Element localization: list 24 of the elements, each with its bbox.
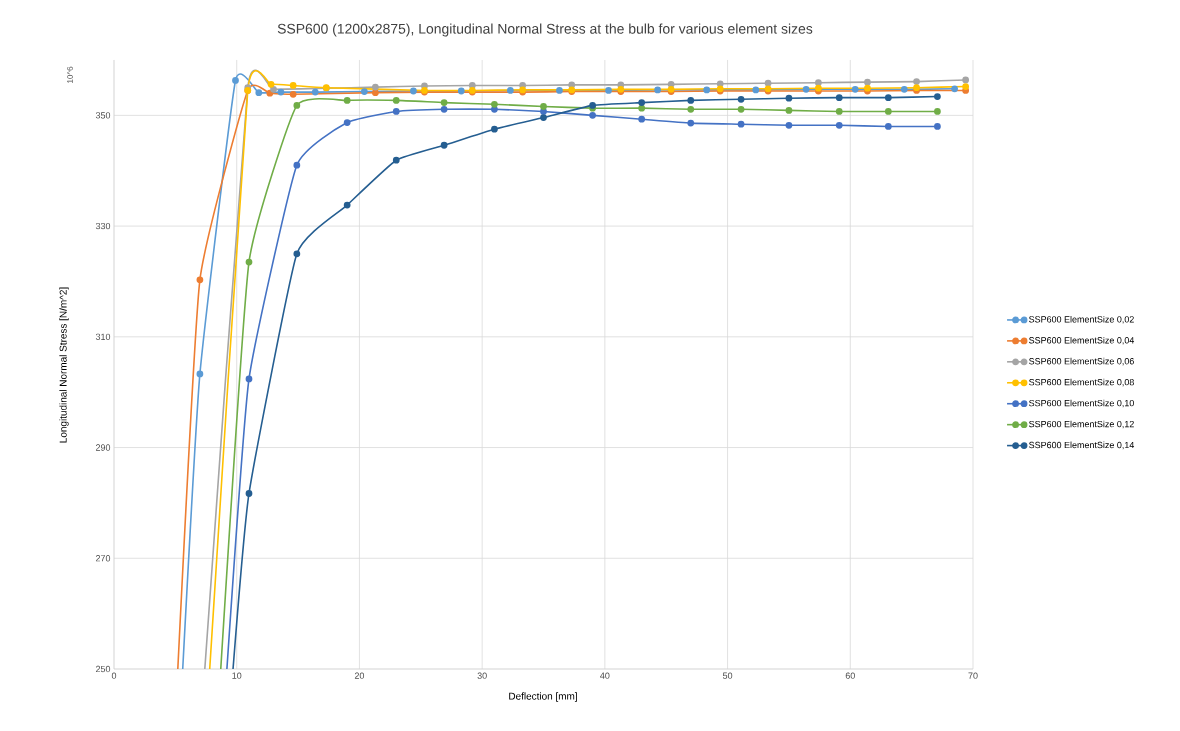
- legend-label: SSP600 ElementSize 0,08: [1029, 378, 1134, 387]
- x-tick-label: 20: [354, 672, 365, 679]
- legend-label: SSP600 ElementSize 0,04: [1029, 336, 1135, 345]
- x-axis-title: Deflection [mm]: [509, 692, 577, 702]
- x-tick-label: 70: [968, 672, 978, 679]
- y-tick-label: 310: [95, 333, 111, 340]
- y-tick-label: 270: [95, 555, 111, 562]
- x-tick-label: 10: [232, 672, 242, 679]
- y-tick-label: 290: [95, 444, 111, 451]
- y-tick-label: 250: [95, 665, 111, 673]
- y-tick-label: 350: [95, 112, 111, 119]
- legend-label: SSP600 ElementSize 0,12: [1029, 420, 1134, 429]
- x-tick-label: 60: [845, 672, 855, 679]
- x-tick-label: 30: [477, 672, 487, 679]
- y-axis-title: Longitudinal Normal Stress [N/m^2]: [59, 287, 69, 443]
- legend-label: SSP600 ElementSize 0,14: [1029, 441, 1135, 450]
- legend-label: SSP600 ElementSize 0,02: [1029, 315, 1134, 324]
- x-tick-label: 40: [600, 672, 610, 679]
- x-tick-label: 50: [722, 672, 733, 679]
- chart-title: SSP600 (1200x2875), Longitudinal Normal Stress at the bulb for various element sizes: [277, 23, 813, 37]
- y-tick-label: 330: [95, 222, 111, 230]
- legend-label: SSP600 ElementSize 0,10: [1029, 399, 1134, 408]
- x-tick-label: 0: [111, 672, 117, 679]
- legend-label: SSP600 ElementSize 0,06: [1029, 357, 1134, 366]
